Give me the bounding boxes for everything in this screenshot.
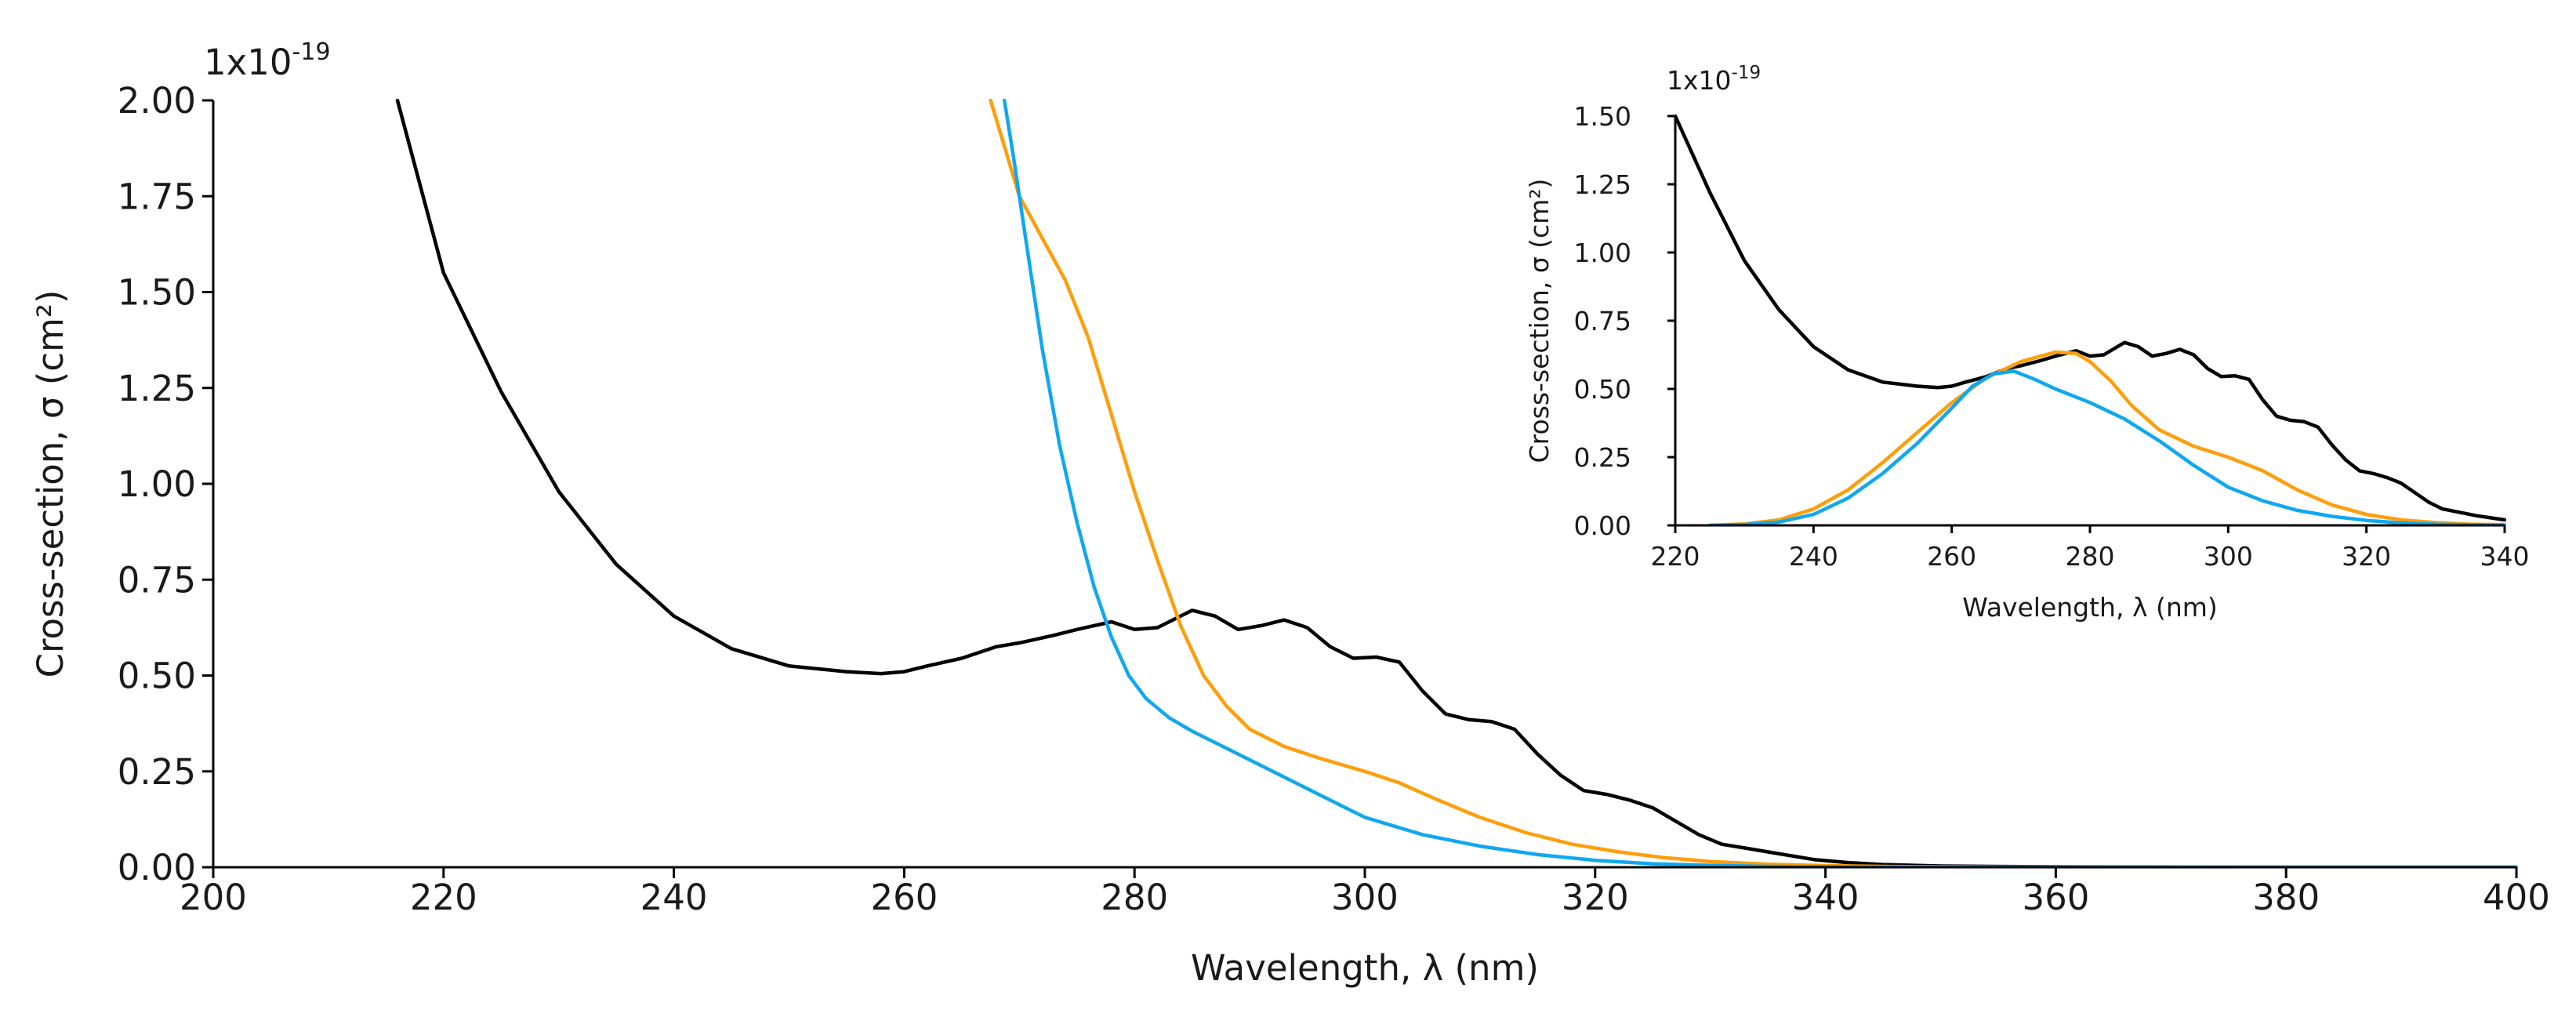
inset-x-tick-label: 340 xyxy=(2480,541,2530,572)
inset-x-tick-label: 220 xyxy=(1651,541,1700,572)
inset-y-tick-label: 1.25 xyxy=(1574,169,1631,200)
inset-series-black-line xyxy=(1675,114,2506,522)
inset-x-tick-label: 280 xyxy=(2066,541,2115,572)
main-x-tick-label: 340 xyxy=(1792,877,1859,918)
main-y-tick-label: 1.25 xyxy=(118,368,196,409)
main-y-tick-label: 1.00 xyxy=(118,463,196,505)
main-x-tick-label: 200 xyxy=(180,877,247,918)
inset-plot: 220 240 260 280 300 320 340 0.00 0.25 0.50 0.75 1.0… xyxy=(1524,63,2530,623)
main-x-tick-label: 320 xyxy=(1562,877,1629,918)
inset-x-tick-label: 240 xyxy=(1789,541,1838,572)
main-y-tick-label: 1.75 xyxy=(118,176,196,217)
inset-y-tick-label: 1.00 xyxy=(1574,238,1631,268)
main-x-axis-label: Wavelength, λ (nm) xyxy=(1191,947,1539,989)
main-y-tick-label: 0.00 xyxy=(118,847,196,888)
main-multiplier-label: 1x10-19 xyxy=(204,38,331,83)
inset-y-tick-label: 0.00 xyxy=(1574,510,1631,541)
main-plot: 200 220 240 260 280 300 320 340 360 380 400 0.00 0.2… xyxy=(30,38,2550,989)
inset-y-axis-label: Cross-section, σ (cm²) xyxy=(1524,179,1555,463)
inset-x-axis-label: Wavelength, λ (nm) xyxy=(1962,592,2218,623)
main-y-tick-label: 0.50 xyxy=(118,656,196,697)
main-x-tick-label: 280 xyxy=(1101,877,1168,918)
main-y-tick-label: 2.00 xyxy=(118,80,196,122)
inset-series-group xyxy=(1675,114,2506,525)
main-y-axis-label: Cross-section, σ (cm²) xyxy=(30,290,71,678)
inset-y-tick-label: 0.50 xyxy=(1574,374,1631,405)
main-x-tick-label: 260 xyxy=(870,877,938,918)
inset-multiplier-label: 1x10-19 xyxy=(1667,63,1761,96)
main-x-tick-label: 240 xyxy=(640,877,708,918)
inset-y-tick-label: 0.25 xyxy=(1574,442,1631,473)
inset-y-tick-label: 1.50 xyxy=(1574,101,1631,132)
main-x-tick-label: 360 xyxy=(2022,877,2089,918)
main-x-tick-label: 300 xyxy=(1331,877,1399,918)
main-x-tick-label: 380 xyxy=(2252,877,2320,918)
main-y-tick-label: 1.50 xyxy=(118,272,196,314)
main-y-tick-label: 0.25 xyxy=(118,751,196,793)
inset-y-tick-label: 0.75 xyxy=(1574,306,1631,336)
main-x-tick-label: 220 xyxy=(410,877,477,918)
inset-x-tick-label: 320 xyxy=(2342,541,2391,572)
inset-series-blue-line xyxy=(1707,369,2506,525)
main-x-tick-label: 400 xyxy=(2483,877,2550,918)
inset-x-tick-label: 300 xyxy=(2204,541,2253,572)
main-y-tick-label: 0.75 xyxy=(118,559,196,601)
inset-series-orange-line xyxy=(1707,350,2506,525)
inset-x-tick-label: 260 xyxy=(1927,541,1976,572)
main-series-black-line xyxy=(395,99,2518,867)
